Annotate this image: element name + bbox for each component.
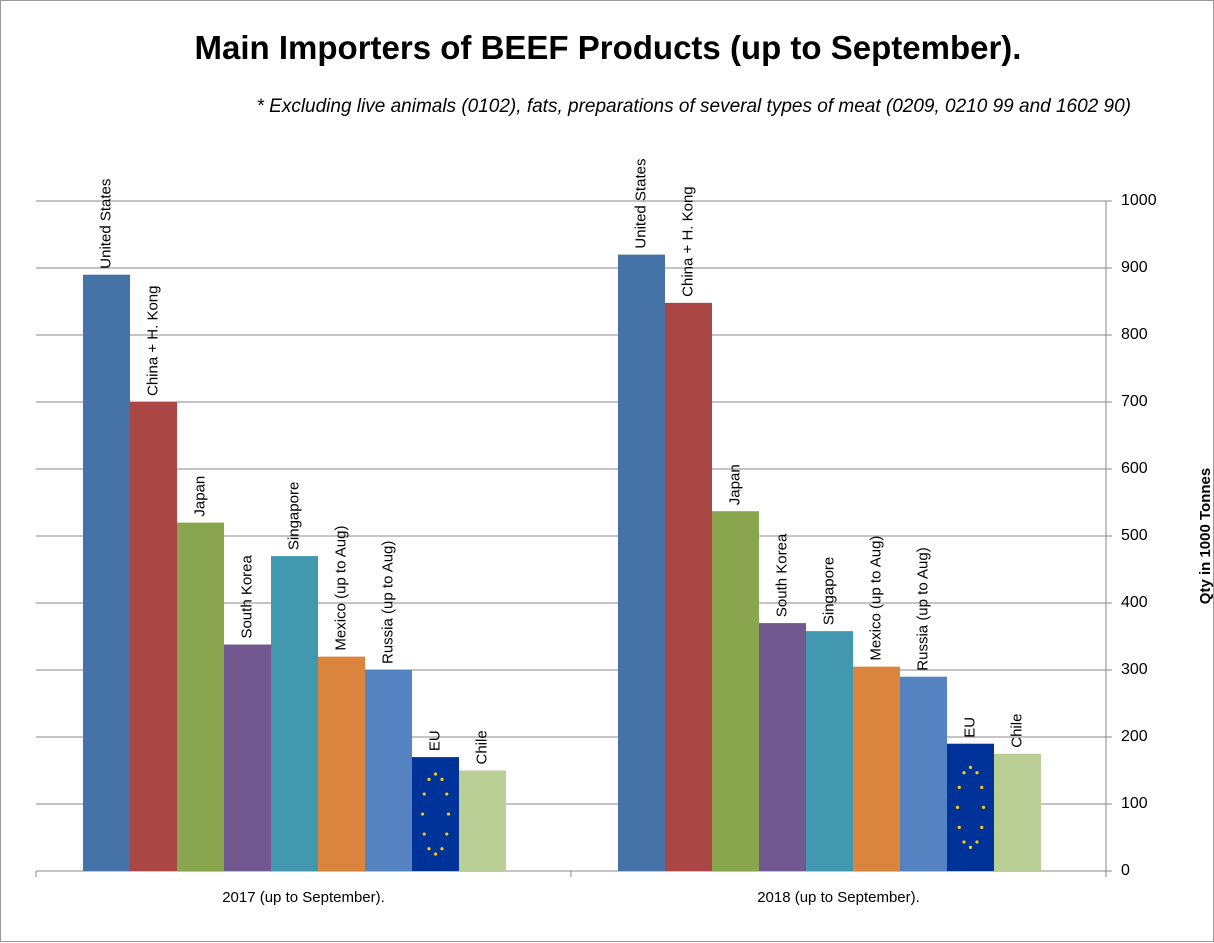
eu-star: [427, 777, 431, 782]
y-tick-label: 400: [1121, 594, 1148, 611]
bar-label: Singapore: [285, 482, 302, 550]
bar-label: Russia (up to Aug): [379, 541, 396, 664]
bar-label: China + H. Kong: [679, 186, 696, 297]
eu-star: [981, 805, 986, 809]
eu-star: [957, 825, 961, 829]
bar-label: Mexico (up to Aug): [867, 536, 884, 661]
bar-label: Chile: [1008, 714, 1025, 748]
eu-star: [427, 847, 431, 851]
eu-star: [975, 840, 979, 844]
y-tick-label: 0: [1121, 862, 1130, 879]
y-tick-label: 200: [1121, 728, 1148, 745]
bar: [900, 676, 947, 871]
y-tick-label: 500: [1121, 527, 1148, 544]
bar: [759, 623, 806, 871]
eu-star: [422, 832, 426, 836]
eu-star: [968, 765, 973, 769]
y-tick-label: 700: [1121, 393, 1148, 410]
bar-label: Mexico (up to Aug): [332, 526, 349, 651]
bar-label: Singapore: [820, 557, 837, 625]
eu-star: [957, 785, 961, 789]
bar-label: South Korea: [773, 533, 790, 617]
bar-label: South Korea: [238, 554, 255, 638]
eu-star: [420, 812, 425, 816]
chart-subtitle: * Excluding live animals (0102), fats, p…: [256, 96, 1131, 117]
eu-star: [445, 792, 449, 796]
bar: [177, 522, 224, 871]
eu-star: [980, 785, 984, 789]
bar-label: EU: [961, 717, 978, 738]
y-tick-label: 300: [1121, 661, 1148, 678]
eu-star: [433, 772, 438, 776]
eu-star: [446, 812, 451, 816]
eu-star: [422, 792, 426, 796]
eu-star: [955, 805, 960, 809]
y-tick-label: 600: [1121, 460, 1148, 477]
eu-star: [962, 840, 966, 844]
bar: [806, 631, 853, 871]
bar-label: EU: [426, 730, 443, 751]
eu-star: [445, 832, 449, 836]
bar: [459, 770, 506, 871]
y-tick-label: 100: [1121, 795, 1148, 812]
eu-star: [975, 771, 979, 775]
bar: [853, 666, 900, 871]
bar: [947, 743, 994, 871]
eu-star: [433, 852, 438, 856]
bar-label: Russia (up to Aug): [914, 547, 931, 670]
bar-label: China + H. Kong: [144, 286, 161, 397]
bar: [665, 302, 712, 872]
bar: [365, 670, 412, 871]
bar: [994, 753, 1041, 871]
eu-star: [968, 845, 973, 849]
bar-label: United States: [632, 159, 649, 249]
y-tick-label: 1000: [1121, 192, 1157, 209]
bar: [318, 656, 365, 871]
bar: [618, 254, 665, 872]
bar-label: Chile: [473, 730, 490, 764]
eu-star: [962, 771, 966, 775]
eu-star: [980, 825, 984, 829]
y-axis-label: Qty in 1000 Tonnes: [1197, 468, 1214, 604]
eu-star: [440, 847, 444, 851]
bar-label: Japan: [191, 476, 208, 517]
bar-label: Japan: [726, 464, 743, 505]
bar: [224, 644, 271, 871]
bar: [83, 274, 130, 871]
x-tick-label: 2018 (up to September).: [757, 889, 920, 906]
eu-star: [440, 777, 444, 782]
x-tick-label: 2017 (up to September).: [222, 889, 385, 906]
bar-label: United States: [97, 179, 114, 269]
y-tick-label: 900: [1121, 259, 1148, 276]
bar: [130, 402, 177, 871]
bar: [712, 511, 759, 871]
y-tick-label: 800: [1121, 326, 1148, 343]
bar: [412, 757, 459, 871]
bar: [271, 556, 318, 871]
chart-title: Main Importers of BEEF Products (up to S…: [194, 29, 1022, 66]
